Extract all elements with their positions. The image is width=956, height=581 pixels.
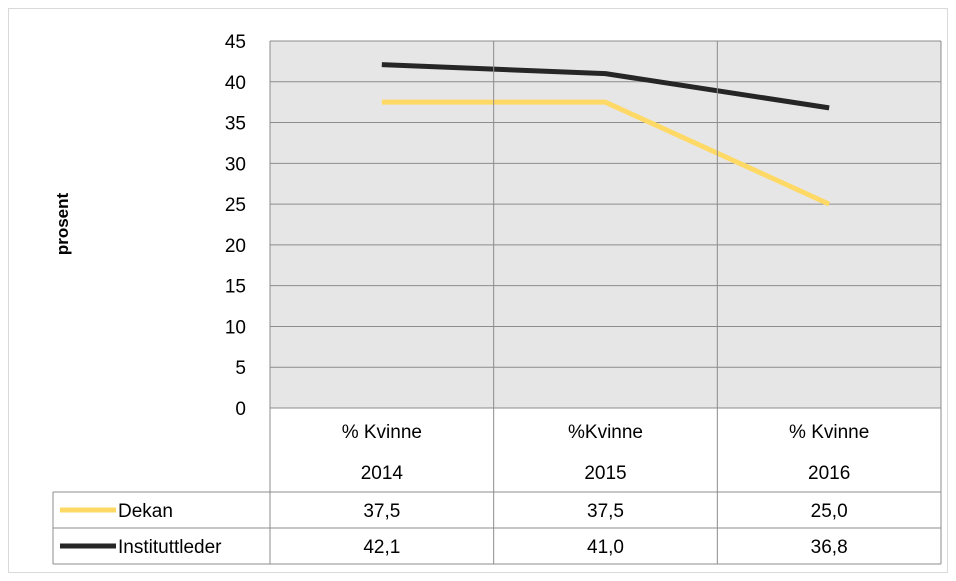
x-category-label: % Kvinne xyxy=(342,422,422,443)
data-value-label: 25,0 xyxy=(811,501,848,522)
plot-area xyxy=(270,41,941,408)
x-category-year: 2016 xyxy=(808,463,850,484)
y-tick-label: 35 xyxy=(225,114,246,135)
y-tick-label: 5 xyxy=(235,358,246,379)
y-tick-label: 45 xyxy=(225,32,246,53)
legend-label: Instituttleder xyxy=(118,537,222,558)
y-tick-label: 15 xyxy=(225,277,246,298)
data-value-label: 37,5 xyxy=(363,501,400,522)
y-tick-label: 25 xyxy=(225,195,246,216)
series-lines xyxy=(381,62,831,207)
x-category-label: % Kvinne xyxy=(789,422,869,443)
y-axis-label: prosent xyxy=(53,192,72,255)
y-tick-label: 20 xyxy=(225,236,246,257)
x-category-year: 2015 xyxy=(584,463,626,484)
data-value-label: 42,1 xyxy=(363,537,400,558)
y-axis-ticks: 0 5 10 15 20 25 30 35 40 45 xyxy=(225,32,246,420)
data-value-label: 37,5 xyxy=(587,501,624,522)
series-line-dekan xyxy=(381,99,831,207)
data-value-label: 41,0 xyxy=(587,537,624,558)
y-tick-label: 30 xyxy=(225,154,246,175)
legend-label: Dekan xyxy=(118,501,173,522)
data-value-label: 36,8 xyxy=(811,537,848,558)
chart-frame xyxy=(8,8,948,573)
y-tick-label: 10 xyxy=(225,317,246,338)
y-tick-label: 40 xyxy=(225,73,246,94)
y-tick-label: 0 xyxy=(235,399,246,420)
x-category-year: 2014 xyxy=(361,463,404,484)
series-line-instituttleder xyxy=(381,62,830,111)
x-category-label: %Kvinne xyxy=(568,422,643,443)
